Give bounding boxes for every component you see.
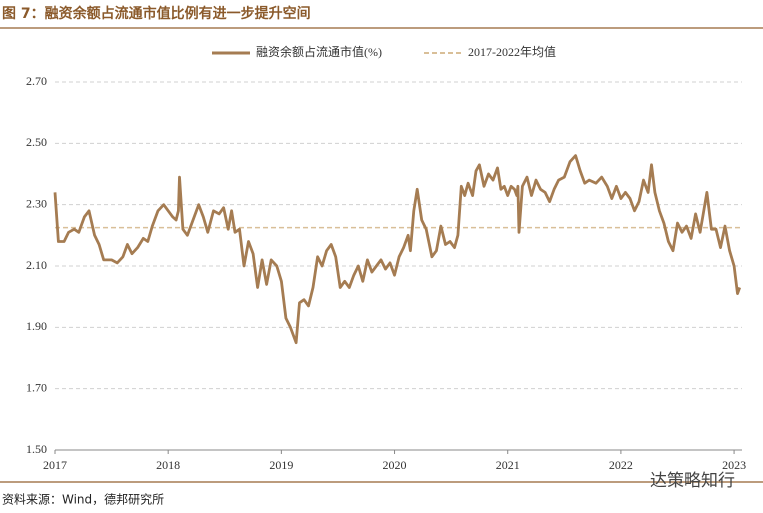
x-tick-label: 2022 (609, 458, 633, 472)
y-tick-label: 2.30 (26, 196, 47, 210)
legend-label: 融资余额占流通市值(%) (256, 44, 382, 59)
y-tick-label: 2.70 (26, 74, 47, 88)
x-tick-label: 2017 (43, 458, 67, 472)
x-tick-label: 2020 (383, 458, 407, 472)
y-tick-label: 1.90 (26, 319, 47, 333)
chart-title: 图 7：融资余额占流通市值比例有进一步提升空间 (2, 5, 311, 22)
x-tick-label: 2019 (269, 458, 293, 472)
y-tick-label: 1.70 (26, 380, 47, 394)
x-tick-label: 2021 (496, 458, 520, 472)
x-tick-label: 2018 (156, 458, 180, 472)
y-tick-label: 2.10 (26, 258, 47, 272)
watermark: 达策略知行 (650, 471, 735, 491)
source: 资料来源：Wind，德邦研究所 (2, 492, 164, 507)
x-tick-label: 2023 (722, 458, 746, 472)
legend-label: 2017-2022年均值 (468, 44, 556, 59)
y-tick-label: 1.50 (26, 442, 47, 456)
y-tick-label: 2.50 (26, 135, 47, 149)
series-line (53, 154, 742, 345)
